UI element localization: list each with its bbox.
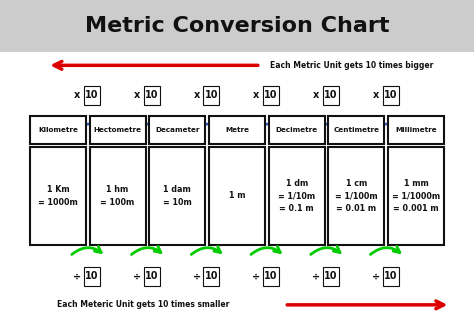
Text: 10: 10 — [85, 271, 99, 281]
Text: Decameter: Decameter — [155, 127, 200, 133]
Text: Metric Conversion Chart: Metric Conversion Chart — [85, 16, 389, 36]
FancyBboxPatch shape — [269, 147, 325, 245]
Text: x: x — [253, 90, 260, 100]
Text: x: x — [74, 90, 81, 100]
FancyBboxPatch shape — [84, 267, 100, 285]
Text: 1 dam
= 10m: 1 dam = 10m — [163, 185, 191, 207]
FancyBboxPatch shape — [328, 116, 384, 144]
Text: ÷: ÷ — [372, 271, 380, 281]
Text: 1 mm
= 1/1000m
= 0.001 m: 1 mm = 1/1000m = 0.001 m — [392, 179, 440, 213]
Text: Each Meteric Unit gets 10 times smaller: Each Meteric Unit gets 10 times smaller — [57, 300, 229, 309]
FancyBboxPatch shape — [209, 116, 265, 144]
FancyBboxPatch shape — [263, 86, 279, 105]
Text: ÷: ÷ — [252, 271, 261, 281]
Text: Millimetre: Millimetre — [395, 127, 437, 133]
Text: ÷: ÷ — [133, 271, 141, 281]
FancyBboxPatch shape — [84, 86, 100, 105]
FancyBboxPatch shape — [388, 147, 444, 245]
Text: 1 hm
= 100m: 1 hm = 100m — [100, 185, 135, 207]
FancyBboxPatch shape — [263, 267, 279, 285]
FancyBboxPatch shape — [0, 0, 474, 52]
Text: 10: 10 — [85, 90, 99, 100]
Text: ÷: ÷ — [73, 271, 82, 281]
FancyBboxPatch shape — [30, 147, 86, 245]
Text: Kilometre: Kilometre — [38, 127, 78, 133]
FancyBboxPatch shape — [328, 147, 384, 245]
Text: 10: 10 — [384, 90, 397, 100]
FancyBboxPatch shape — [30, 116, 86, 144]
Text: 1 dm
= 1/10m
= 0.1 m: 1 dm = 1/10m = 0.1 m — [278, 179, 315, 213]
Text: 1 cm
= 1/100m
= 0.01 m: 1 cm = 1/100m = 0.01 m — [335, 179, 378, 213]
FancyBboxPatch shape — [149, 116, 205, 144]
FancyBboxPatch shape — [149, 147, 205, 245]
Text: Metre: Metre — [225, 127, 249, 133]
Text: Centimetre: Centimetre — [333, 127, 380, 133]
Text: ÷: ÷ — [312, 271, 320, 281]
Text: 10: 10 — [324, 271, 337, 281]
Text: 10: 10 — [384, 271, 397, 281]
Text: Hectometre: Hectometre — [93, 127, 142, 133]
FancyBboxPatch shape — [209, 147, 265, 245]
FancyBboxPatch shape — [144, 267, 160, 285]
FancyBboxPatch shape — [144, 86, 160, 105]
FancyBboxPatch shape — [323, 267, 339, 285]
FancyBboxPatch shape — [90, 147, 146, 245]
Text: 10: 10 — [264, 90, 278, 100]
Text: 10: 10 — [264, 271, 278, 281]
Text: 10: 10 — [145, 90, 158, 100]
FancyBboxPatch shape — [383, 86, 399, 105]
FancyBboxPatch shape — [388, 116, 444, 144]
FancyBboxPatch shape — [90, 116, 146, 144]
Text: 1 m: 1 m — [229, 192, 245, 200]
FancyBboxPatch shape — [323, 86, 339, 105]
Text: x: x — [134, 90, 140, 100]
FancyBboxPatch shape — [203, 267, 219, 285]
Text: 10: 10 — [205, 90, 218, 100]
FancyBboxPatch shape — [383, 267, 399, 285]
Text: 1 Km
= 1000m: 1 Km = 1000m — [38, 185, 78, 207]
Text: 10: 10 — [205, 271, 218, 281]
Text: x: x — [193, 90, 200, 100]
Text: x: x — [373, 90, 379, 100]
Text: Each Metric Unit gets 10 times bigger: Each Metric Unit gets 10 times bigger — [270, 61, 434, 70]
FancyBboxPatch shape — [269, 116, 325, 144]
FancyBboxPatch shape — [203, 86, 219, 105]
Text: ÷: ÷ — [192, 271, 201, 281]
Text: 10: 10 — [324, 90, 337, 100]
Text: 10: 10 — [145, 271, 158, 281]
Text: x: x — [313, 90, 319, 100]
Text: Decimetre: Decimetre — [276, 127, 318, 133]
